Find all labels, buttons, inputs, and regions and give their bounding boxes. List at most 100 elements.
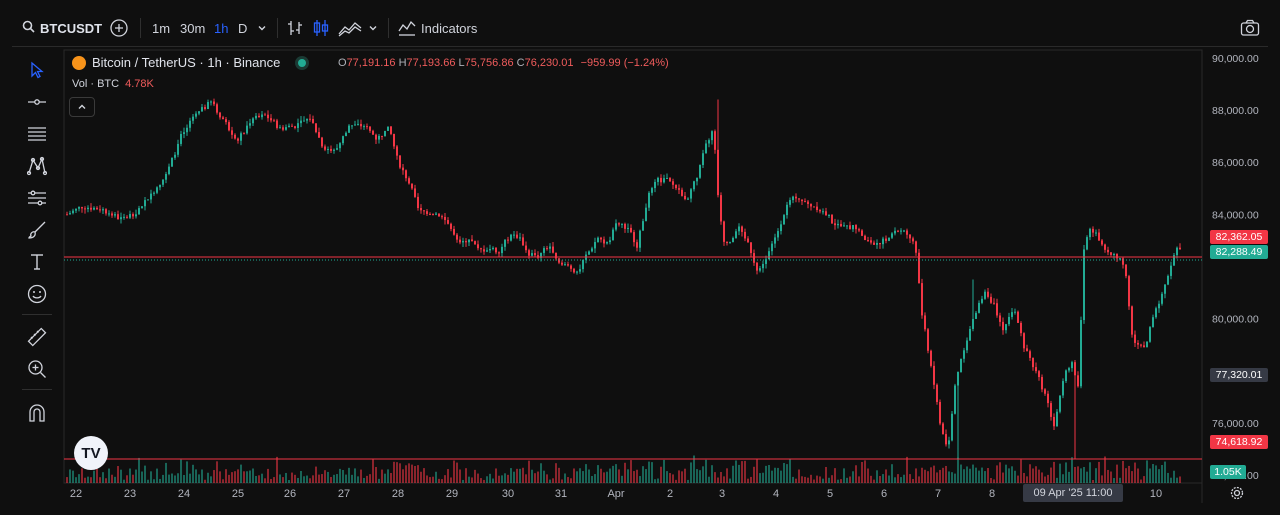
volume-bar	[246, 471, 248, 483]
volume-bar	[279, 474, 281, 483]
volume-value: 4.78K	[125, 78, 154, 90]
candle-body	[915, 241, 917, 253]
fib-tool[interactable]	[25, 122, 49, 146]
volume-bar	[930, 467, 932, 483]
tradingview-logo[interactable]: TV	[74, 436, 108, 470]
volume-bar	[855, 465, 857, 483]
volume-bar	[867, 468, 869, 483]
candle-body	[201, 107, 203, 112]
candle-body	[807, 201, 809, 204]
volume-bar	[1008, 468, 1010, 483]
candle-body	[468, 239, 470, 243]
candle-body	[429, 213, 431, 215]
candle-body	[639, 230, 641, 248]
candle-body	[297, 123, 299, 128]
interval-D[interactable]: D	[238, 10, 247, 46]
volume-bar	[879, 476, 881, 483]
candle-body	[1065, 370, 1067, 382]
volume-bar	[252, 468, 254, 483]
measure-tool[interactable]	[25, 325, 49, 349]
bars-icon	[288, 21, 302, 35]
collapse-legend-button[interactable]	[69, 97, 95, 117]
magnet-tool[interactable]	[25, 401, 49, 425]
candle-body	[162, 179, 164, 185]
volume-bar	[465, 468, 467, 483]
candle-body	[87, 207, 89, 210]
candle-body	[450, 223, 452, 229]
candle-body	[495, 247, 497, 253]
interval-dropdown[interactable]	[257, 10, 267, 46]
text-icon	[31, 254, 43, 270]
candle-body	[69, 213, 71, 215]
pattern-tool[interactable]	[25, 154, 49, 178]
volume-bar	[993, 479, 995, 483]
close-value: 76,230.01	[524, 57, 574, 69]
volume-bar	[516, 468, 518, 483]
trend-line-tool[interactable]	[25, 90, 49, 114]
candles-button[interactable]	[312, 10, 330, 46]
candle-body	[261, 114, 263, 118]
volume-bar	[309, 478, 311, 483]
candle-body	[966, 340, 968, 351]
text-tool[interactable]	[25, 250, 49, 274]
candle-body	[861, 230, 863, 236]
volume-bar	[336, 474, 338, 483]
candle-body	[1080, 320, 1082, 387]
volume-bar	[729, 478, 731, 483]
volume-bar	[267, 468, 269, 483]
volume-bar	[351, 474, 353, 483]
candle-body	[693, 181, 695, 190]
candle-body	[285, 127, 287, 130]
candle-body	[339, 143, 341, 149]
bar-type-button[interactable]	[286, 10, 304, 46]
candle-body	[138, 208, 140, 215]
volume-bar	[333, 474, 335, 483]
volume-bar	[594, 474, 596, 483]
settings-button[interactable]	[1229, 485, 1245, 506]
volume-bar	[933, 465, 935, 483]
forecasting-tool[interactable]	[25, 186, 49, 210]
emoji-tool[interactable]	[25, 282, 49, 306]
volume-bar	[1002, 472, 1004, 483]
volume-bar	[171, 473, 173, 483]
symbol-search[interactable]: BTCUSDT	[22, 10, 102, 46]
compare-button[interactable]	[110, 10, 128, 46]
candle-body	[291, 125, 293, 127]
volume-bar	[132, 474, 134, 483]
candle-body	[273, 120, 275, 122]
interval-30m[interactable]: 30m	[180, 10, 205, 46]
volume-bar	[789, 458, 791, 483]
candle-body	[1113, 254, 1115, 256]
cursor-tool[interactable]	[25, 58, 49, 82]
volume-bar	[1137, 468, 1139, 483]
interval-1m[interactable]: 1m	[152, 10, 170, 46]
volume-bar	[318, 474, 320, 483]
volume-bar	[843, 468, 845, 483]
candle-body	[174, 154, 176, 158]
candle-body	[114, 214, 116, 216]
interval-1h[interactable]: 1h	[214, 10, 228, 46]
brush-tool[interactable]	[25, 218, 49, 242]
volume-bar	[546, 474, 548, 483]
area-chart-button[interactable]	[338, 10, 362, 46]
candle-body	[306, 118, 308, 121]
candle-body	[507, 239, 509, 241]
candle-body	[252, 118, 254, 124]
snapshot-button[interactable]	[1240, 10, 1260, 46]
candle-body	[282, 127, 284, 130]
volume-bar	[636, 469, 638, 483]
indicators-button[interactable]: Indicators	[398, 10, 477, 46]
volume-bar	[168, 474, 170, 483]
price-tick-label: 84,000.00	[1212, 209, 1259, 221]
candle-body	[417, 196, 419, 209]
candle-body	[990, 296, 992, 303]
candle-body	[324, 146, 326, 150]
volume-bar	[303, 476, 305, 483]
volume-bar	[186, 461, 188, 483]
chart-type-dropdown[interactable]	[368, 10, 378, 46]
candle-body	[375, 134, 377, 140]
volume-bar	[603, 472, 605, 483]
volume-bar	[291, 472, 293, 483]
zoom-tool[interactable]	[25, 357, 49, 381]
